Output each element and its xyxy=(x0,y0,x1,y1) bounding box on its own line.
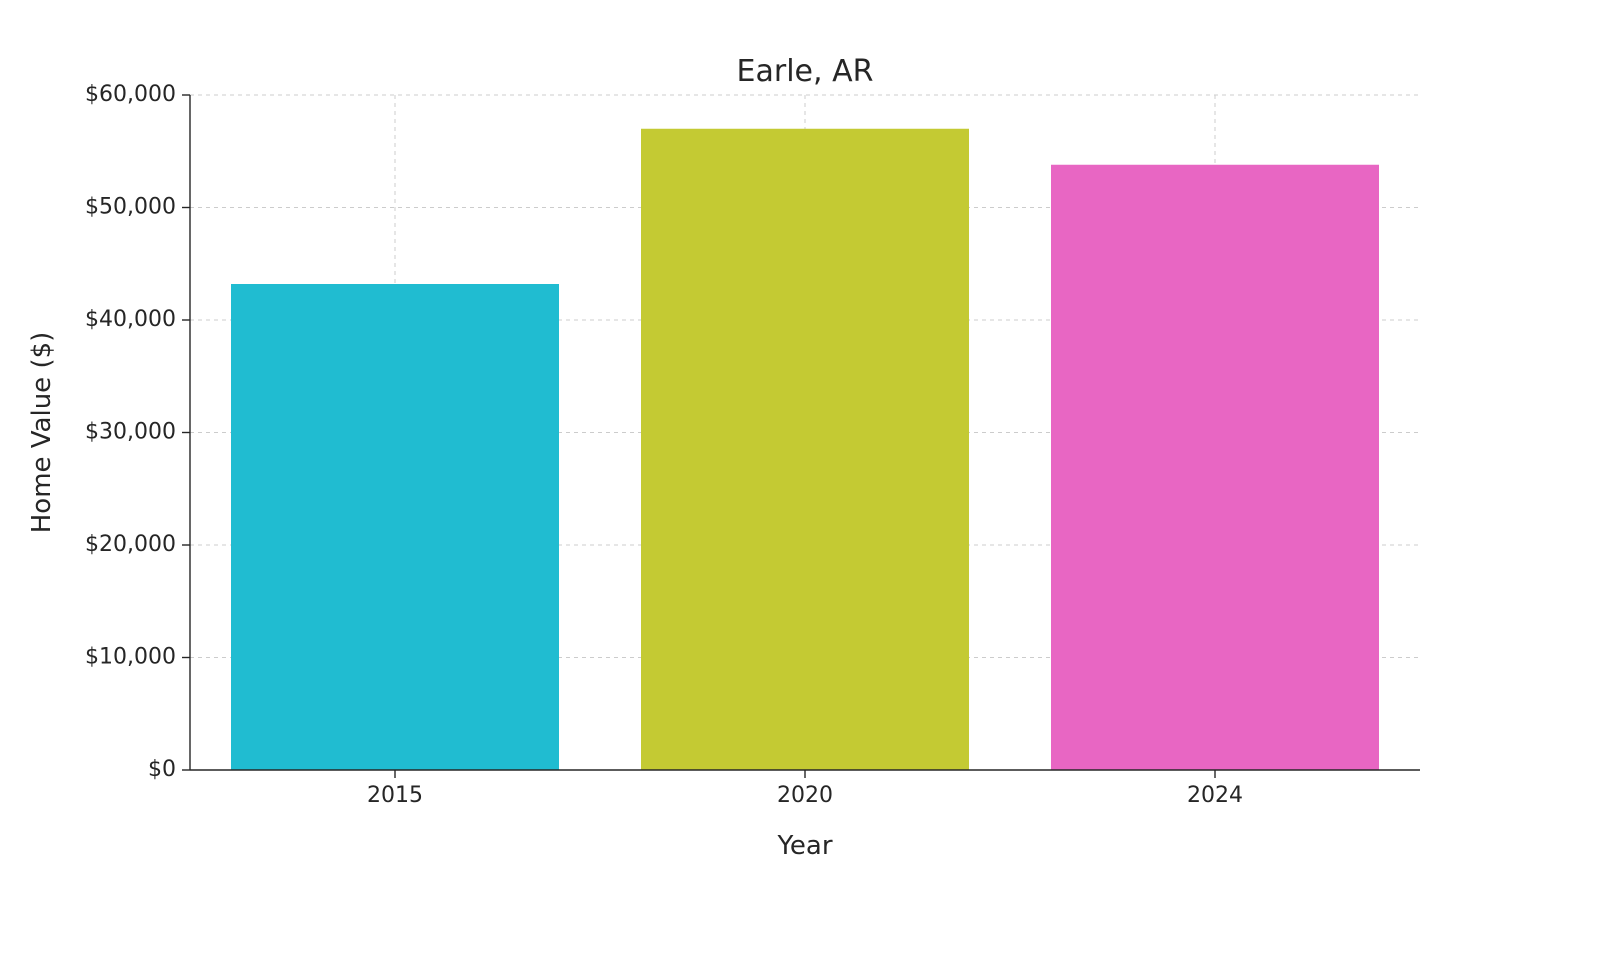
bar-2015 xyxy=(231,284,559,770)
y-tick-label: $40,000 xyxy=(85,307,176,332)
x-tick-label: 2015 xyxy=(367,783,423,808)
x-tick-label: 2024 xyxy=(1187,783,1243,808)
y-tick-label: $30,000 xyxy=(85,420,176,445)
bar-2020 xyxy=(641,129,969,770)
y-tick-label: $20,000 xyxy=(85,532,176,557)
chart-container: $0 $10,000 $20,000 $30,000 $40,000 $50,000 $60… xyxy=(0,0,1600,960)
bar-chart: $0 $10,000 $20,000 $30,000 $40,000 $50,000 $60… xyxy=(0,0,1600,960)
y-tick-label: $0 xyxy=(148,757,176,782)
y-axis-label: Home Value ($) xyxy=(27,332,57,534)
y-tick-label: $60,000 xyxy=(85,82,176,107)
x-tick-label: 2020 xyxy=(777,783,833,808)
bar-2024 xyxy=(1051,165,1379,770)
x-axis-label: Year xyxy=(776,831,832,861)
chart-title: Earle, AR xyxy=(737,54,874,89)
y-tick-label: $10,000 xyxy=(85,645,176,670)
y-tick-label: $50,000 xyxy=(85,195,176,220)
